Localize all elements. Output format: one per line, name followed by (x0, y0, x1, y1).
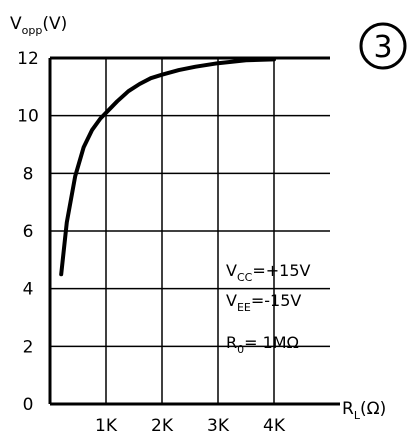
condition-text: VEE=-15V (226, 291, 301, 314)
x-tick-label: 1K (95, 416, 118, 436)
plot-frame (48, 56, 340, 406)
y-axis-label-main: V (10, 14, 22, 34)
y-tick-label: 8 (23, 164, 34, 184)
series-line (59, 57, 276, 277)
y-tick-label: 6 (23, 222, 34, 242)
y-tick-label: 4 (23, 280, 34, 300)
badge-circle (359, 22, 407, 70)
condition-text: VCC=+15V (226, 261, 311, 284)
x-axis-label-main: R (342, 399, 354, 419)
y-axis-label-unit: (V) (42, 14, 67, 34)
y-axis-label-sub: opp (22, 24, 43, 37)
badge-number: 3 (373, 30, 392, 65)
x-axis-label-sub: L (354, 409, 361, 422)
tick-labels: 0 2 4 6 8 10 12 1K 2K 3K 4K (17, 49, 286, 436)
y-tick-label: 2 (23, 337, 34, 357)
series-group (59, 57, 276, 277)
condition-text: R0= 1MΩ (226, 333, 299, 356)
x-tick-label: 4K (263, 416, 286, 436)
y-tick-label: 0 (23, 395, 34, 415)
x-axis-label: RL(Ω) (342, 399, 386, 422)
x-tick-label: 3K (207, 416, 230, 436)
x-tick-label: 2K (151, 416, 174, 436)
x-axis-label-unit: (Ω) (360, 399, 386, 419)
y-tick-label: 12 (17, 49, 39, 69)
grid (50, 58, 330, 404)
conditions-box: VCC=+15V VEE=-15V R0= 1MΩ (226, 261, 311, 356)
y-axis-label: Vopp(V) (10, 14, 67, 37)
y-tick-label: 10 (17, 107, 39, 127)
